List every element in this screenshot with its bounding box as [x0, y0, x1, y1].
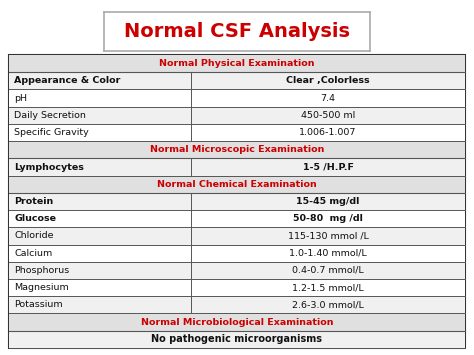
Text: 450-500 ml: 450-500 ml	[301, 111, 355, 120]
Text: pH: pH	[14, 94, 27, 103]
Text: Protein: Protein	[14, 197, 53, 206]
Text: 115-130 mmol /L: 115-130 mmol /L	[288, 231, 368, 240]
Text: Potassium: Potassium	[14, 300, 63, 309]
Bar	[9, 279, 465, 296]
Bar	[9, 107, 465, 124]
Text: Lymphocytes: Lymphocytes	[14, 163, 84, 171]
Text: 1.0-1.40 mmol/L: 1.0-1.40 mmol/L	[289, 248, 367, 258]
Text: Glucose: Glucose	[14, 214, 56, 223]
Bar	[9, 331, 465, 348]
Bar	[9, 124, 465, 141]
Bar	[9, 141, 465, 158]
Text: 1-5 /H.P.F: 1-5 /H.P.F	[302, 163, 354, 171]
Bar	[9, 313, 465, 331]
Text: 15-45 mg/dl: 15-45 mg/dl	[296, 197, 360, 206]
Text: Calcium: Calcium	[14, 248, 52, 258]
Bar	[9, 210, 465, 227]
Bar	[9, 245, 465, 262]
Text: Normal Microbiological Examination: Normal Microbiological Examination	[141, 318, 333, 327]
Text: Daily Secretion: Daily Secretion	[14, 111, 86, 120]
Text: No pathogenic microorganisms: No pathogenic microorganisms	[152, 334, 322, 344]
Bar	[9, 158, 465, 176]
Text: Specific Gravity: Specific Gravity	[14, 128, 89, 137]
Bar	[9, 296, 465, 313]
Text: Normal Microscopic Examination: Normal Microscopic Examination	[150, 145, 324, 154]
Text: Magnesium: Magnesium	[14, 283, 69, 292]
Text: Normal Chemical Examination: Normal Chemical Examination	[157, 180, 317, 189]
Bar	[9, 89, 465, 107]
Text: Normal Physical Examination: Normal Physical Examination	[159, 59, 315, 68]
Bar	[9, 72, 465, 89]
Text: Clear ,Colorless: Clear ,Colorless	[286, 76, 370, 85]
Bar	[9, 193, 465, 210]
Bar	[9, 227, 465, 245]
Text: Appearance & Color: Appearance & Color	[14, 76, 120, 85]
Text: Chloride: Chloride	[14, 231, 54, 240]
Text: 1.006-1.007: 1.006-1.007	[299, 128, 357, 137]
Bar	[9, 176, 465, 193]
Bar	[9, 55, 465, 72]
Text: 7.4: 7.4	[320, 94, 336, 103]
Text: 1.2-1.5 mmol/L: 1.2-1.5 mmol/L	[292, 283, 364, 292]
Text: 2.6-3.0 mmol/L: 2.6-3.0 mmol/L	[292, 300, 364, 309]
Text: Normal CSF Analysis: Normal CSF Analysis	[124, 22, 350, 42]
Text: Phosphorus: Phosphorus	[14, 266, 69, 275]
Text: 50-80  mg /dl: 50-80 mg /dl	[293, 214, 363, 223]
Bar	[9, 262, 465, 279]
Text: 0.4-0.7 mmol/L: 0.4-0.7 mmol/L	[292, 266, 364, 275]
